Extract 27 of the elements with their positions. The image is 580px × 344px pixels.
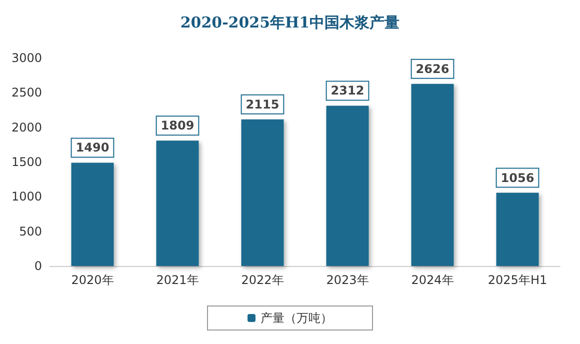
bar	[156, 140, 199, 266]
y-tick-label: 2000	[11, 120, 42, 134]
y-tick-label: 2500	[11, 86, 42, 100]
y-tick-label: 3000	[11, 51, 42, 65]
x-tick-label: 2023年	[326, 273, 369, 287]
bar	[71, 162, 114, 266]
y-tick-label: 500	[19, 224, 42, 238]
y-tick-label: 1000	[11, 190, 42, 204]
x-tick-label: 2022年	[241, 273, 284, 287]
bar	[326, 106, 369, 266]
bar	[241, 119, 284, 266]
chart-title: 2020-2025年H1中国木浆产量	[180, 14, 400, 32]
data-label: 1490	[76, 140, 110, 155]
x-tick-label: 2024年	[411, 273, 454, 287]
legend-label: 产量（万吨）	[260, 311, 332, 325]
x-tick-label: 2020年	[71, 273, 114, 287]
data-label: 1056	[500, 170, 534, 185]
data-label: 2312	[330, 84, 364, 98]
y-tick-label: 1500	[11, 155, 42, 169]
x-tick-label: 2025年H1	[488, 273, 548, 287]
bar	[411, 84, 454, 266]
x-tick-label: 2021年	[156, 273, 199, 287]
bar	[496, 192, 539, 266]
y-tick-label: 0	[34, 259, 42, 273]
data-label: 2626	[416, 62, 450, 76]
data-label: 1809	[160, 118, 194, 133]
data-label: 2115	[246, 97, 280, 112]
